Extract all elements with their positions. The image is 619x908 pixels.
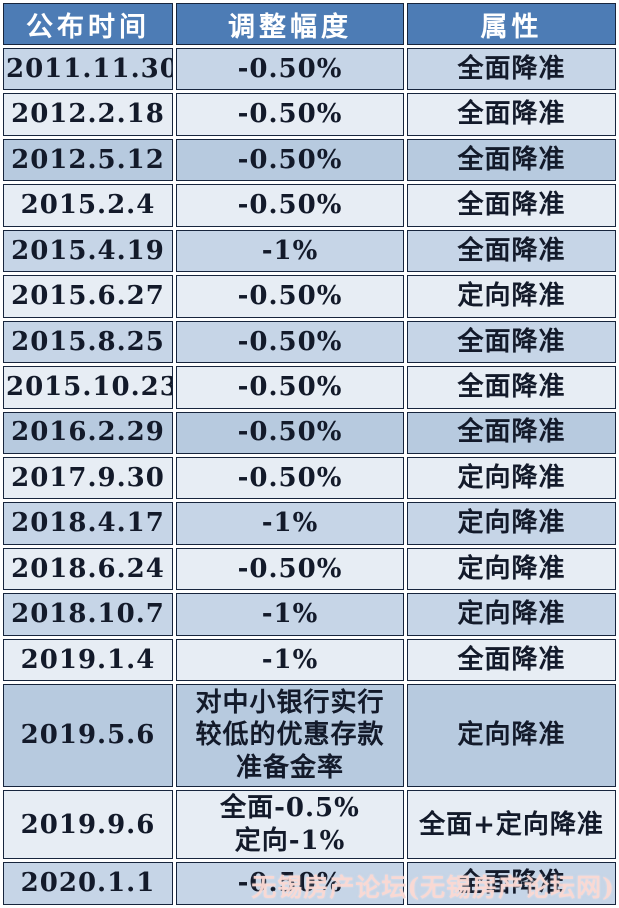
attribute-cell: 全面+定向降准 bbox=[407, 790, 616, 860]
announce-date-cell: 2019.1.4 bbox=[3, 638, 173, 682]
announce-date-cell: 2012.5.12 bbox=[3, 138, 173, 182]
attribute-cell: 定向降准 bbox=[407, 275, 616, 318]
announce-date-cell: 2011.11.30 bbox=[3, 48, 173, 91]
header-attribute: 属性 bbox=[407, 3, 616, 45]
table-row: 2012.5.12 -0.50% 全面降准 bbox=[3, 138, 616, 182]
adjustment-cell: -0.50% bbox=[176, 547, 404, 591]
attribute-cell: 全面降准 bbox=[407, 411, 616, 454]
table-row: 2018.6.24 -0.50% 定向降准 bbox=[3, 547, 616, 591]
attribute-cell: 全面降准 bbox=[407, 862, 616, 905]
header-announce-date: 公布时间 bbox=[3, 3, 173, 45]
attribute-cell: 全面降准 bbox=[407, 93, 616, 136]
table-body: 2011.11.30 -0.50% 全面降准 2012.2.18 -0.50% … bbox=[3, 48, 616, 905]
attribute-cell: 定向降准 bbox=[407, 502, 616, 545]
table-row: 2015.8.25 -0.50% 全面降准 bbox=[3, 320, 616, 364]
adjustment-cell: -1% bbox=[176, 229, 404, 273]
announce-date-cell: 2018.6.24 bbox=[3, 547, 173, 591]
attribute-cell: 全面降准 bbox=[407, 184, 616, 227]
table-row: 2018.10.7 -1% 定向降准 bbox=[3, 593, 616, 636]
table-row: 2015.4.19 -1% 全面降准 bbox=[3, 229, 616, 273]
table-row: 2015.10.23 -0.50% 全面降准 bbox=[3, 366, 616, 409]
header-row: 公布时间 调整幅度 属性 bbox=[3, 3, 616, 45]
announce-date-cell: 2018.10.7 bbox=[3, 593, 173, 636]
adjustment-cell: -1% bbox=[176, 502, 404, 545]
attribute-cell: 全面降准 bbox=[407, 48, 616, 91]
attribute-cell: 定向降准 bbox=[407, 456, 616, 500]
announce-date-cell: 2019.9.6 bbox=[3, 790, 173, 860]
table-header: 公布时间 调整幅度 属性 bbox=[3, 3, 616, 45]
attribute-cell: 定向降准 bbox=[407, 593, 616, 636]
adjustment-cell: -0.50% bbox=[176, 320, 404, 364]
announce-date-cell: 2016.2.29 bbox=[3, 411, 173, 454]
adjustment-cell: -0.50% bbox=[176, 138, 404, 182]
table-row: 2019.5.6 对中小银行实行 较低的优惠存款 准备金率 定向降准 bbox=[3, 684, 616, 788]
table-row: 2012.2.18 -0.50% 全面降准 bbox=[3, 93, 616, 136]
table-row: 2017.9.30 -0.50% 定向降准 bbox=[3, 456, 616, 500]
adjustment-cell: -0.50% bbox=[176, 184, 404, 227]
adjustment-cell: -0.50% bbox=[176, 93, 404, 136]
announce-date-cell: 2015.2.4 bbox=[3, 184, 173, 227]
announce-date-cell: 2015.10.23 bbox=[3, 366, 173, 409]
announce-date-cell: 2017.9.30 bbox=[3, 456, 173, 500]
adjustment-cell: -0.50% bbox=[176, 456, 404, 500]
attribute-cell: 全面降准 bbox=[407, 138, 616, 182]
attribute-cell: 定向降准 bbox=[407, 684, 616, 788]
attribute-cell: 全面降准 bbox=[407, 229, 616, 273]
announce-date-cell: 2015.4.19 bbox=[3, 229, 173, 273]
adjustment-cell: -0.50% bbox=[176, 411, 404, 454]
announce-date-cell: 2019.5.6 bbox=[3, 684, 173, 788]
adjustment-cell: -1% bbox=[176, 638, 404, 682]
attribute-cell: 全面降准 bbox=[407, 638, 616, 682]
adjustment-cell: -0.50% bbox=[176, 275, 404, 318]
adjustment-cell: -0.50% bbox=[176, 366, 404, 409]
table-row: 2016.2.29 -0.50% 全面降准 bbox=[3, 411, 616, 454]
header-adjustment: 调整幅度 bbox=[176, 3, 404, 45]
adjustment-cell: -1% bbox=[176, 593, 404, 636]
announce-date-cell: 2018.4.17 bbox=[3, 502, 173, 545]
table-row: 2015.2.4 -0.50% 全面降准 bbox=[3, 184, 616, 227]
table-row: 2018.4.17 -1% 定向降准 bbox=[3, 502, 616, 545]
table-row: 2020.1.1 -0.50% 全面降准 bbox=[3, 862, 616, 905]
table-row: 2019.9.6 全面-0.5% 定向-1% 全面+定向降准 bbox=[3, 790, 616, 860]
announce-date-cell: 2020.1.1 bbox=[3, 862, 173, 905]
announce-date-cell: 2012.2.18 bbox=[3, 93, 173, 136]
adjustment-cell: 全面-0.5% 定向-1% bbox=[176, 790, 404, 860]
table-row: 2011.11.30 -0.50% 全面降准 bbox=[3, 48, 616, 91]
announce-date-cell: 2015.6.27 bbox=[3, 275, 173, 318]
adjustment-cell: 对中小银行实行 较低的优惠存款 准备金率 bbox=[176, 684, 404, 788]
table-row: 2019.1.4 -1% 全面降准 bbox=[3, 638, 616, 682]
table-row: 2015.6.27 -0.50% 定向降准 bbox=[3, 275, 616, 318]
attribute-cell: 定向降准 bbox=[407, 547, 616, 591]
announce-date-cell: 2015.8.25 bbox=[3, 320, 173, 364]
attribute-cell: 全面降准 bbox=[407, 320, 616, 364]
attribute-cell: 全面降准 bbox=[407, 366, 616, 409]
adjustment-cell: -0.50% bbox=[176, 48, 404, 91]
adjustment-cell: -0.50% bbox=[176, 862, 404, 905]
